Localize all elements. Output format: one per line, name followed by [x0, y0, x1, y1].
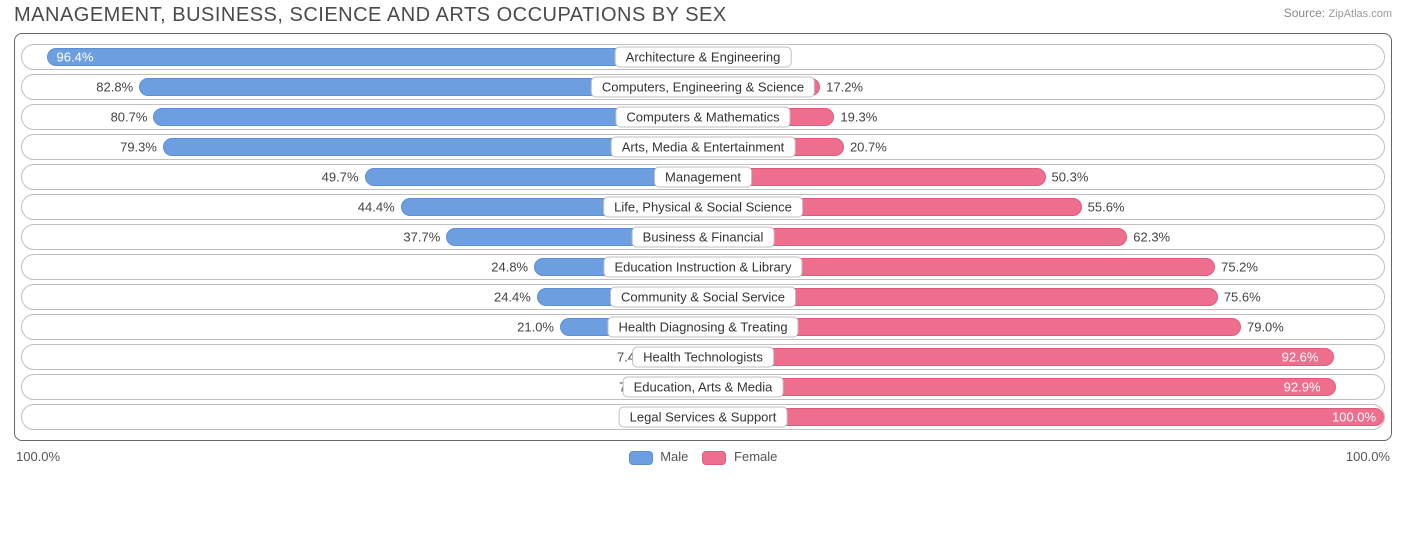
- male-pct-label: 80.7%: [111, 110, 148, 125]
- category-label: Business & Financial: [632, 227, 775, 248]
- category-label: Arts, Media & Entertainment: [611, 137, 796, 158]
- chart-row: 24.8% 75.2% Education Instruction & Librar…: [21, 254, 1385, 280]
- category-label: Management: [654, 167, 752, 188]
- category-label: Health Technologists: [632, 347, 774, 368]
- legend-male: Male: [629, 449, 689, 465]
- axis-left-label: 100.0%: [16, 449, 60, 464]
- category-label: Life, Physical & Social Science: [603, 197, 803, 218]
- male-pct-label: 24.8%: [491, 260, 528, 275]
- header: MANAGEMENT, BUSINESS, SCIENCE AND ARTS O…: [14, 4, 1392, 27]
- male-pct-label: 37.7%: [403, 230, 440, 245]
- female-pct-label: 100.0%: [1332, 410, 1385, 425]
- chart-row: 80.7% 19.3% Computers & Mathematics: [21, 104, 1385, 130]
- female-pct-label: 75.2%: [1221, 260, 1258, 275]
- axis-right-label: 100.0%: [1346, 449, 1390, 464]
- male-bar: [47, 48, 703, 66]
- chart-row: 21.0% 79.0% Health Diagnosing & Treating: [21, 314, 1385, 340]
- female-pct-label: 17.2%: [826, 80, 863, 95]
- female-bar: [703, 168, 1046, 186]
- female-pct-label: 79.0%: [1247, 320, 1284, 335]
- swatch-female: [702, 451, 726, 465]
- chart-row: 24.4% 75.6% Community & Social Service: [21, 284, 1385, 310]
- axis-row: 100.0% Male Female 100.0%: [14, 449, 1392, 465]
- source-label: Source:: [1284, 6, 1325, 20]
- female-pct-label: 20.7%: [850, 140, 887, 155]
- chart-container: MANAGEMENT, BUSINESS, SCIENCE AND ARTS O…: [0, 0, 1406, 473]
- female-bar: [703, 348, 1334, 366]
- legend-female: Female: [702, 449, 777, 465]
- female-bar: [703, 378, 1336, 396]
- category-label: Health Diagnosing & Treating: [607, 317, 798, 338]
- female-bar: [703, 408, 1384, 426]
- category-label: Architecture & Engineering: [615, 47, 792, 68]
- swatch-male: [629, 451, 653, 465]
- female-pct-label: 50.3%: [1052, 170, 1089, 185]
- category-label: Education, Arts & Media: [623, 377, 784, 398]
- chart-frame: 96.4%3.6%Architecture & Engineering 82.8%…: [14, 33, 1392, 441]
- male-pct-label: 24.4%: [494, 290, 531, 305]
- category-label: Legal Services & Support: [619, 407, 788, 428]
- chart-row: 37.7% 62.3% Business & Financial: [21, 224, 1385, 250]
- female-pct-label: 92.6%: [1282, 350, 1329, 365]
- female-pct-label: 75.6%: [1224, 290, 1261, 305]
- chart-row: 0.0%100.0%Legal Services & Support: [21, 404, 1385, 430]
- category-label: Education Instruction & Library: [603, 257, 802, 278]
- chart-row: 7.4%92.6%Health Technologists: [21, 344, 1385, 370]
- female-pct-label: 62.3%: [1133, 230, 1170, 245]
- male-pct-label: 82.8%: [96, 80, 133, 95]
- category-label: Computers & Mathematics: [615, 107, 790, 128]
- chart-row: 82.8% 17.2% Computers, Engineering & Scien…: [21, 74, 1385, 100]
- female-pct-label: 19.3%: [840, 110, 877, 125]
- chart-title: MANAGEMENT, BUSINESS, SCIENCE AND ARTS O…: [14, 4, 727, 27]
- male-bar: [365, 168, 703, 186]
- male-pct-label: 79.3%: [120, 140, 157, 155]
- legend: Male Female: [629, 449, 778, 465]
- category-label: Computers, Engineering & Science: [591, 77, 815, 98]
- male-pct-label: 96.4%: [47, 50, 94, 65]
- male-pct-label: 44.4%: [358, 200, 395, 215]
- chart-row: 49.7% 50.3% Management: [21, 164, 1385, 190]
- chart-row: 44.4% 55.6% Life, Physical & Social Scienc…: [21, 194, 1385, 220]
- source-name: ZipAtlas.com: [1328, 8, 1392, 20]
- chart-row: 79.3% 20.7% Arts, Media & Entertainment: [21, 134, 1385, 160]
- legend-female-label: Female: [734, 449, 777, 464]
- legend-male-label: Male: [660, 449, 688, 464]
- chart-row: 96.4%3.6%Architecture & Engineering: [21, 44, 1385, 70]
- category-label: Community & Social Service: [610, 287, 796, 308]
- chart-row: 7.1%92.9%Education, Arts & Media: [21, 374, 1385, 400]
- female-pct-label: 92.9%: [1284, 380, 1331, 395]
- male-pct-label: 49.7%: [322, 170, 359, 185]
- source-attribution: Source: ZipAtlas.com: [1284, 4, 1392, 20]
- female-pct-label: 55.6%: [1088, 200, 1125, 215]
- male-pct-label: 21.0%: [517, 320, 554, 335]
- chart-rows: 96.4%3.6%Architecture & Engineering 82.8%…: [21, 44, 1385, 430]
